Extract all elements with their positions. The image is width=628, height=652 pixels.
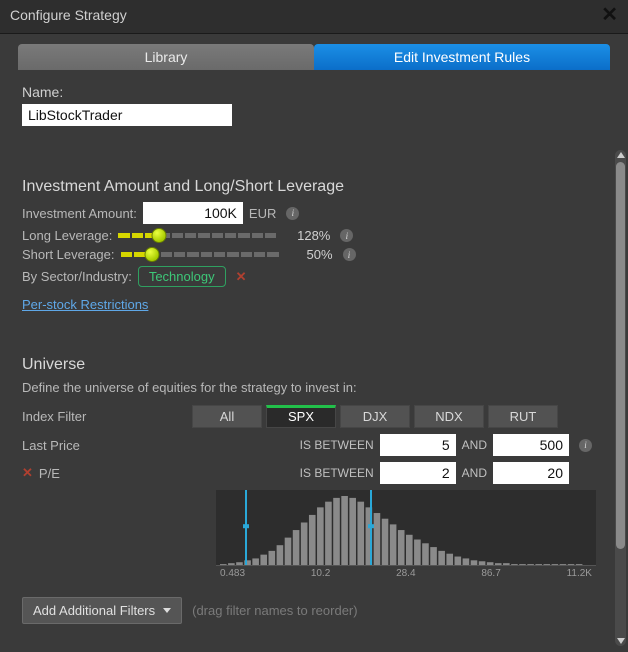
index-option-spx[interactable]: SPX: [266, 405, 336, 428]
pe-histogram[interactable]: 0.483 10.2 28.4 86.7 11.2K: [216, 490, 592, 579]
and-label: AND: [462, 438, 487, 452]
per-stock-restrictions-link[interactable]: Per-stock Restrictions: [22, 297, 148, 312]
histogram-tick-label: 0.483: [220, 568, 245, 579]
long-leverage-value: 128%: [282, 228, 330, 243]
info-icon[interactable]: [343, 248, 356, 261]
pe-label: P/E: [39, 466, 60, 481]
pe-to-input[interactable]: [493, 462, 569, 484]
last-price-to-input[interactable]: [493, 434, 569, 456]
histogram-tick-label: 10.2: [311, 568, 330, 579]
short-leverage-label: Short Leverage:: [22, 247, 115, 262]
index-option-rut[interactable]: RUT: [488, 405, 558, 428]
histogram-tick-label: 28.4: [396, 568, 415, 579]
amount-label: Investment Amount:: [22, 206, 137, 221]
between-label: IS BETWEEN: [300, 466, 374, 480]
sector-label: By Sector/Industry:: [22, 269, 132, 284]
last-price-from-input[interactable]: [380, 434, 456, 456]
universe-heading: Universe: [22, 356, 592, 374]
index-option-all[interactable]: All: [192, 405, 262, 428]
histogram-tick-label: 11.2K: [567, 568, 592, 579]
close-icon[interactable]: ✕: [601, 5, 618, 25]
histogram-labels: 0.483 10.2 28.4 86.7 11.2K: [216, 566, 596, 579]
amount-currency: EUR: [249, 206, 276, 221]
tab-edit-rules[interactable]: Edit Investment Rules: [314, 44, 610, 70]
scroll-up-icon[interactable]: [617, 152, 625, 158]
info-icon[interactable]: [340, 229, 353, 242]
amount-input[interactable]: [143, 202, 243, 224]
reorder-hint: (drag filter names to reorder): [192, 603, 357, 618]
info-icon[interactable]: [286, 207, 299, 220]
add-filters-dropdown[interactable]: Add Additional Filters: [22, 597, 182, 624]
scroll-down-icon[interactable]: [617, 638, 625, 644]
pe-from-input[interactable]: [380, 462, 456, 484]
between-label: IS BETWEEN: [300, 438, 374, 452]
chevron-down-icon: [163, 608, 171, 613]
tab-library[interactable]: Library: [18, 44, 314, 70]
scrollbar-thumb[interactable]: [616, 162, 625, 549]
slider-knob[interactable]: [145, 247, 160, 262]
investment-heading: Investment Amount and Long/Short Leverag…: [22, 178, 592, 196]
sector-tag[interactable]: Technology: [138, 266, 226, 287]
long-leverage-label: Long Leverage:: [22, 228, 112, 243]
short-leverage-slider[interactable]: [121, 248, 279, 262]
info-icon[interactable]: [579, 439, 592, 452]
tab-bar: Library Edit Investment Rules: [0, 34, 628, 70]
index-filter-label: Index Filter: [22, 409, 192, 424]
index-option-ndx[interactable]: NDX: [414, 405, 484, 428]
remove-icon[interactable]: ✕: [22, 465, 33, 481]
short-leverage-value: 50%: [285, 247, 333, 262]
name-input[interactable]: [22, 104, 232, 126]
name-label: Name:: [22, 84, 606, 100]
index-filter-options: AllSPXDJXNDXRUT: [192, 405, 558, 428]
window-title: Configure Strategy: [10, 7, 127, 23]
universe-desc: Define the universe of equities for the …: [22, 380, 592, 395]
slider-knob[interactable]: [152, 228, 167, 243]
last-price-label: Last Price: [22, 438, 192, 453]
long-leverage-slider[interactable]: [118, 229, 276, 243]
add-filters-label: Add Additional Filters: [33, 603, 155, 618]
titlebar: Configure Strategy ✕: [0, 0, 628, 34]
scrollbar[interactable]: [615, 150, 626, 646]
and-label: AND: [462, 466, 487, 480]
index-option-djx[interactable]: DJX: [340, 405, 410, 428]
histogram-tick-label: 86.7: [481, 568, 500, 579]
remove-icon[interactable]: ✕: [236, 269, 247, 285]
